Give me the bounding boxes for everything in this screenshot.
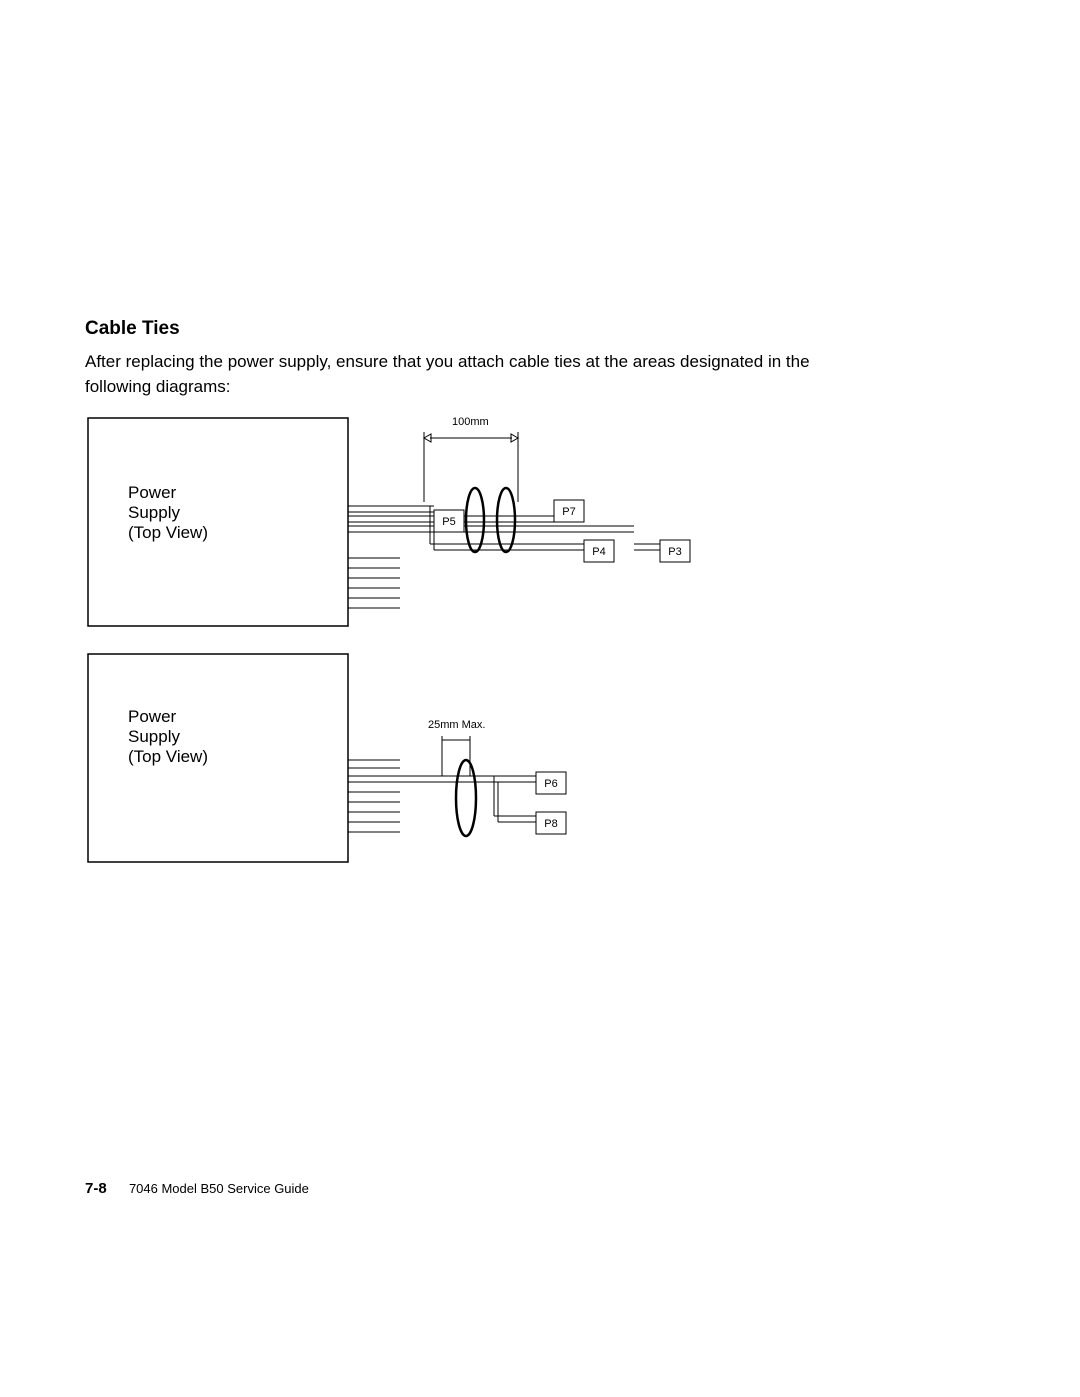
svg-text:(Top View): (Top View) xyxy=(128,747,208,766)
svg-text:P8: P8 xyxy=(544,818,557,830)
svg-text:Supply: Supply xyxy=(128,503,180,522)
svg-text:(Top View): (Top View) xyxy=(128,523,208,542)
svg-text:Supply: Supply xyxy=(128,727,180,746)
svg-text:P4: P4 xyxy=(592,546,605,558)
svg-text:Power: Power xyxy=(128,707,177,726)
footer-title: 7046 Model B50 Service Guide xyxy=(129,1181,309,1196)
page-number: 7-8 xyxy=(85,1180,107,1197)
svg-text:Power: Power xyxy=(128,483,177,502)
svg-text:25mm Max.: 25mm Max. xyxy=(428,719,485,731)
svg-text:P6: P6 xyxy=(544,778,557,790)
svg-text:P3: P3 xyxy=(668,546,681,558)
svg-text:P7: P7 xyxy=(562,506,575,518)
page-footer: 7-8 7046 Model B50 Service Guide xyxy=(85,1180,309,1198)
svg-text:100mm: 100mm xyxy=(452,416,489,428)
svg-text:P5: P5 xyxy=(442,516,455,528)
page: Cable Ties After replacing the power sup… xyxy=(0,0,1080,1397)
